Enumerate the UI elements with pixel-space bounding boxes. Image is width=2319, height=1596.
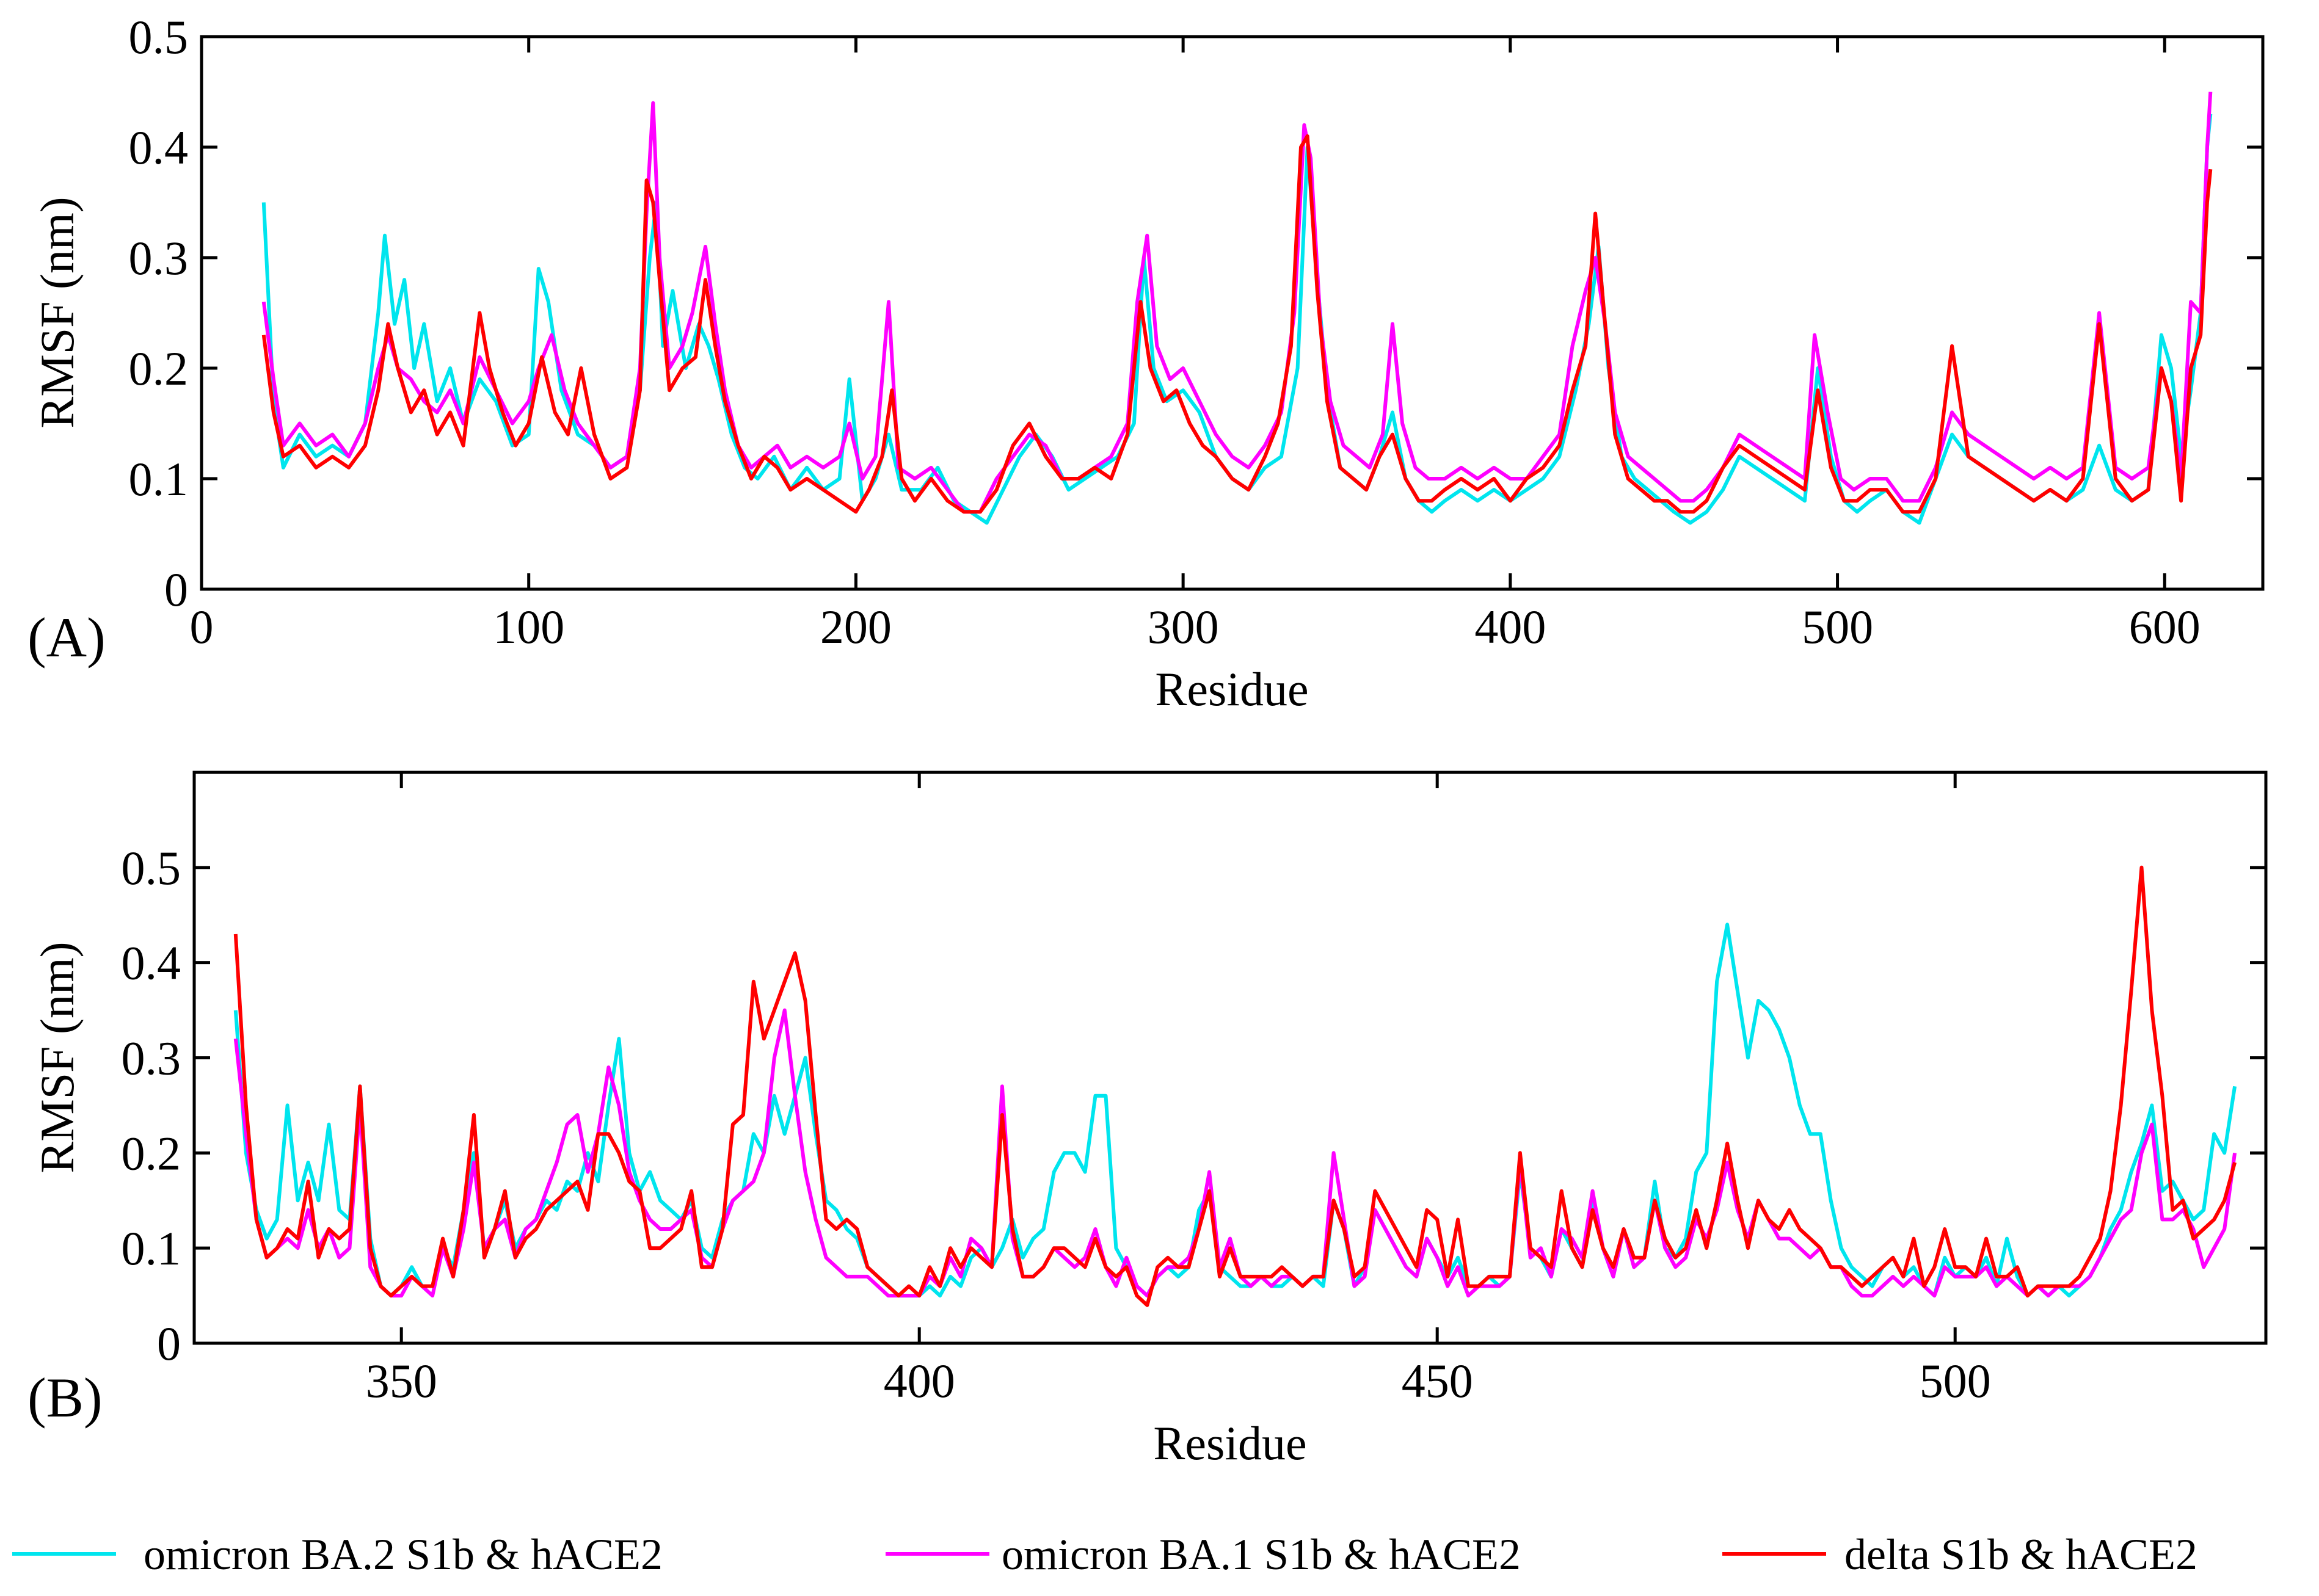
panel-b-ytick-label: 0.2 — [122, 1126, 181, 1180]
panel-a-ytick-label: 0.3 — [129, 231, 189, 285]
panel-a-series-ba1 — [261, 92, 2213, 514]
panel-a-series — [261, 92, 2213, 525]
panel-b-ytick-label: 0.1 — [122, 1222, 181, 1275]
legend-label-ba1: omicron BA.1 S1b & hACE2 — [1002, 1530, 1521, 1579]
panel-b-series-ba1 — [233, 1008, 2237, 1298]
panel-a-ticks: 0 100 200 300 400 500 600 0 0.1 0.2 0.3 0.4 0.5 — [129, 10, 2263, 653]
panel-b-xtick-label: 500 — [1920, 1354, 1991, 1407]
panel-a-ytick-label: 0.2 — [129, 342, 189, 395]
panel-b-ticks: 350 400 450 500 0 0.1 0.2 0.3 0.4 0.5 — [122, 772, 2266, 1407]
panel-b-ylabel: RMSF (nm) — [31, 941, 84, 1173]
panel-b-series-ba2 — [233, 923, 2237, 1298]
legend-item-ba1: omicron BA.1 S1b & hACE2 — [886, 1530, 1521, 1579]
legend-label-delta: delta S1b & hACE2 — [1844, 1530, 2197, 1579]
panel-b-xlabel: Residue — [1153, 1416, 1306, 1470]
panel-a-xtick-label: 400 — [1474, 600, 1546, 653]
panel-a-xtick-label: 200 — [820, 600, 892, 653]
legend: omicron BA.2 S1b & hACE2 omicron BA.1 S1… — [12, 1530, 2197, 1579]
panel-a-series-delta — [261, 134, 2213, 514]
panel-a-ytick-label: 0.5 — [129, 10, 189, 63]
legend-item-delta: delta S1b & hACE2 — [1722, 1530, 2197, 1579]
panel-b-series — [233, 865, 2237, 1307]
panel-a-ytick-label: 0.4 — [129, 121, 189, 174]
panel-b-xtick-label: 400 — [884, 1354, 955, 1407]
panel-b-ytick-label: 0.5 — [122, 841, 181, 894]
panel-b-xtick-label: 450 — [1402, 1354, 1473, 1407]
panel-b-ytick-label: 0.3 — [122, 1032, 181, 1085]
legend-item-ba2: omicron BA.2 S1b & hACE2 — [12, 1530, 663, 1579]
panel-b-ytick-label: 0.4 — [122, 937, 181, 990]
panel-a-ytick-label: 0.1 — [129, 452, 189, 506]
panel-a-xlabel: Residue — [1155, 662, 1308, 716]
panel-a-ylabel: RMSF (nm) — [31, 197, 84, 428]
panel-a-xtick-label: 600 — [2129, 600, 2201, 653]
panel-a-frame — [200, 35, 2265, 591]
panel-a-xtick-label: 100 — [493, 600, 564, 653]
panel-a-label: (A) — [27, 606, 106, 669]
panel-b-frame — [192, 771, 2268, 1345]
panel-b: 350 400 450 500 0 0.1 0.2 0.3 0.4 0.5 RMSF (nm) R… — [27, 771, 2268, 1470]
panel-a-xtick-label: 500 — [1802, 600, 1873, 653]
panel-b-xtick-label: 350 — [366, 1354, 437, 1407]
legend-label-ba2: omicron BA.2 S1b & hACE2 — [144, 1530, 663, 1579]
panel-b-ytick-label: 0 — [157, 1317, 181, 1370]
panel-a-xtick-label: 0 — [190, 600, 214, 653]
panel-a-ytick-label: 0 — [164, 563, 188, 616]
panel-a: 0 100 200 300 400 500 600 0 0.1 0.2 0.3 0.4 0.5 RMSF… — [27, 10, 2265, 716]
panel-b-series-delta — [233, 865, 2237, 1307]
panel-a-xtick-label: 300 — [1148, 600, 1219, 653]
panel-b-label: (B) — [27, 1366, 103, 1429]
